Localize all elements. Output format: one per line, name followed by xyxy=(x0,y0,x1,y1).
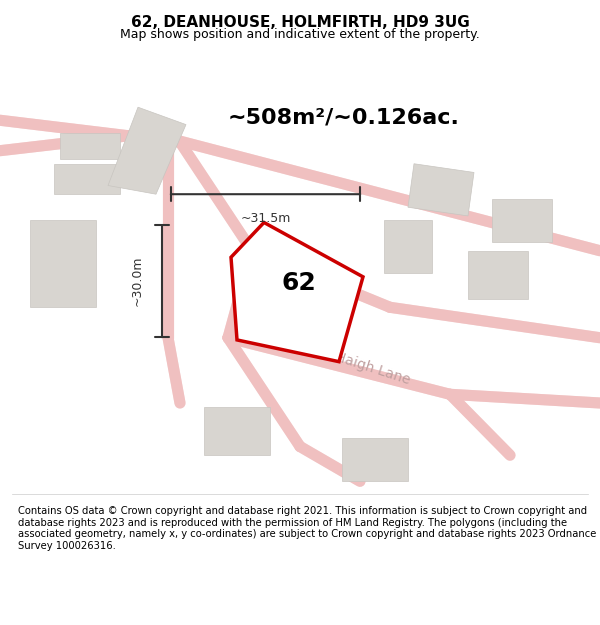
Polygon shape xyxy=(204,408,270,455)
Text: 62: 62 xyxy=(281,271,316,295)
Polygon shape xyxy=(384,220,432,272)
Polygon shape xyxy=(60,133,120,159)
Polygon shape xyxy=(468,251,528,299)
Text: Contains OS data © Crown copyright and database right 2021. This information is : Contains OS data © Crown copyright and d… xyxy=(18,506,596,551)
Text: ~30.0m: ~30.0m xyxy=(131,256,144,306)
Polygon shape xyxy=(342,438,408,481)
Text: Map shows position and indicative extent of the property.: Map shows position and indicative extent… xyxy=(120,28,480,41)
Text: ~508m²/~0.126ac.: ~508m²/~0.126ac. xyxy=(228,107,460,127)
Polygon shape xyxy=(30,220,96,308)
Text: ~31.5m: ~31.5m xyxy=(241,212,290,224)
Polygon shape xyxy=(54,164,120,194)
Polygon shape xyxy=(108,107,186,194)
Polygon shape xyxy=(408,164,474,216)
Polygon shape xyxy=(492,199,552,242)
Polygon shape xyxy=(249,251,339,325)
Polygon shape xyxy=(231,222,363,362)
Text: Haigh Lane: Haigh Lane xyxy=(332,349,412,387)
Text: 62, DEANHOUSE, HOLMFIRTH, HD9 3UG: 62, DEANHOUSE, HOLMFIRTH, HD9 3UG xyxy=(131,16,469,31)
